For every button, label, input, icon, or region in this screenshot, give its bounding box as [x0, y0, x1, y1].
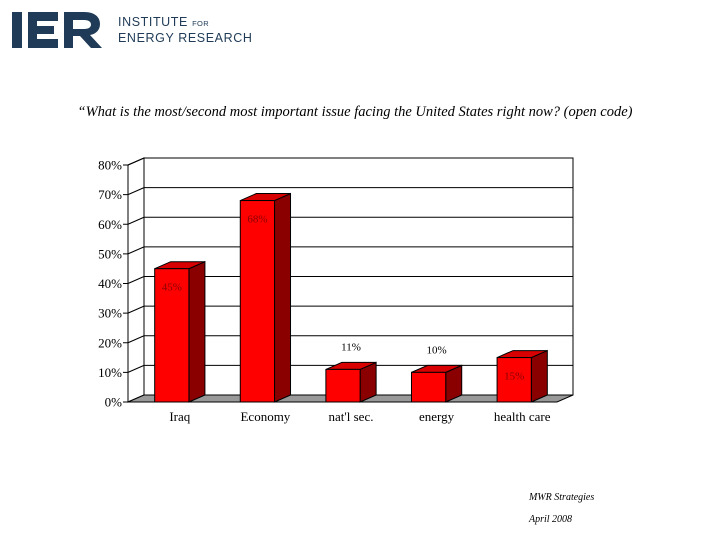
- logo-letter-r: [64, 12, 102, 48]
- x-tick-label: health care: [494, 409, 551, 424]
- bar-side: [530, 349, 548, 403]
- y-tick-label: 0%: [105, 395, 123, 410]
- gridline-depth: [127, 364, 145, 373]
- y-tick-label: 20%: [98, 335, 122, 350]
- x-tick-label: Iraq: [169, 409, 190, 424]
- gridline-depth: [127, 157, 145, 166]
- y-tick-label: 50%: [98, 246, 122, 261]
- x-tick-label: Economy: [240, 409, 290, 424]
- bar-side: [274, 192, 292, 403]
- ier-logo-mark: [12, 12, 102, 48]
- bar-value-label: 68%: [247, 214, 267, 226]
- date-note: April 2008: [529, 514, 573, 525]
- logo-letter-e-bottom: [28, 39, 58, 48]
- logo-letter-e-top: [28, 12, 58, 21]
- logo-wordmark: INSTITUTE FOR ENERGY RESEARCH: [118, 15, 253, 45]
- bar-side: [188, 260, 206, 403]
- bar-value-label: 45%: [162, 282, 182, 294]
- x-tick-label: energy: [419, 409, 455, 424]
- source-note: MWR Strategies: [529, 492, 595, 503]
- bar-value-label: 11%: [341, 341, 361, 353]
- logo-line-1-small: FOR: [192, 19, 210, 28]
- y-tick-label: 30%: [98, 306, 122, 321]
- logo-line-1-main: INSTITUTE: [118, 15, 193, 29]
- gridline-depth: [127, 305, 145, 314]
- y-tick-label: 80%: [98, 158, 122, 173]
- logo-letter-e-middle: [28, 26, 54, 34]
- chart-title: “What is the most/second most important …: [77, 104, 633, 120]
- gridline-depth: [127, 246, 145, 255]
- bar: [239, 200, 276, 403]
- logo-line-1: INSTITUTE FOR: [118, 15, 253, 31]
- bar: [325, 368, 361, 403]
- gridline-depth: [127, 216, 145, 225]
- bar-value-label: 15%: [504, 371, 524, 383]
- y-tick-label: 70%: [98, 187, 122, 202]
- logo-letter-i: [12, 12, 22, 48]
- gridline-depth: [127, 187, 145, 196]
- bar: [154, 268, 190, 403]
- bar-value-label: 10%: [427, 344, 447, 356]
- y-tick-label: 60%: [98, 217, 122, 232]
- y-tick-label: 40%: [98, 276, 122, 291]
- logo-line-2: ENERGY RESEARCH: [118, 31, 253, 45]
- gridline-depth: [127, 335, 145, 344]
- x-tick-label: nat'l sec.: [329, 409, 374, 424]
- ier-logo: INSTITUTE FOR ENERGY RESEARCH: [12, 10, 252, 55]
- bar: [410, 371, 447, 403]
- bar: [496, 357, 532, 403]
- gridline-depth: [127, 276, 145, 284]
- y-tick-label: 10%: [98, 365, 122, 380]
